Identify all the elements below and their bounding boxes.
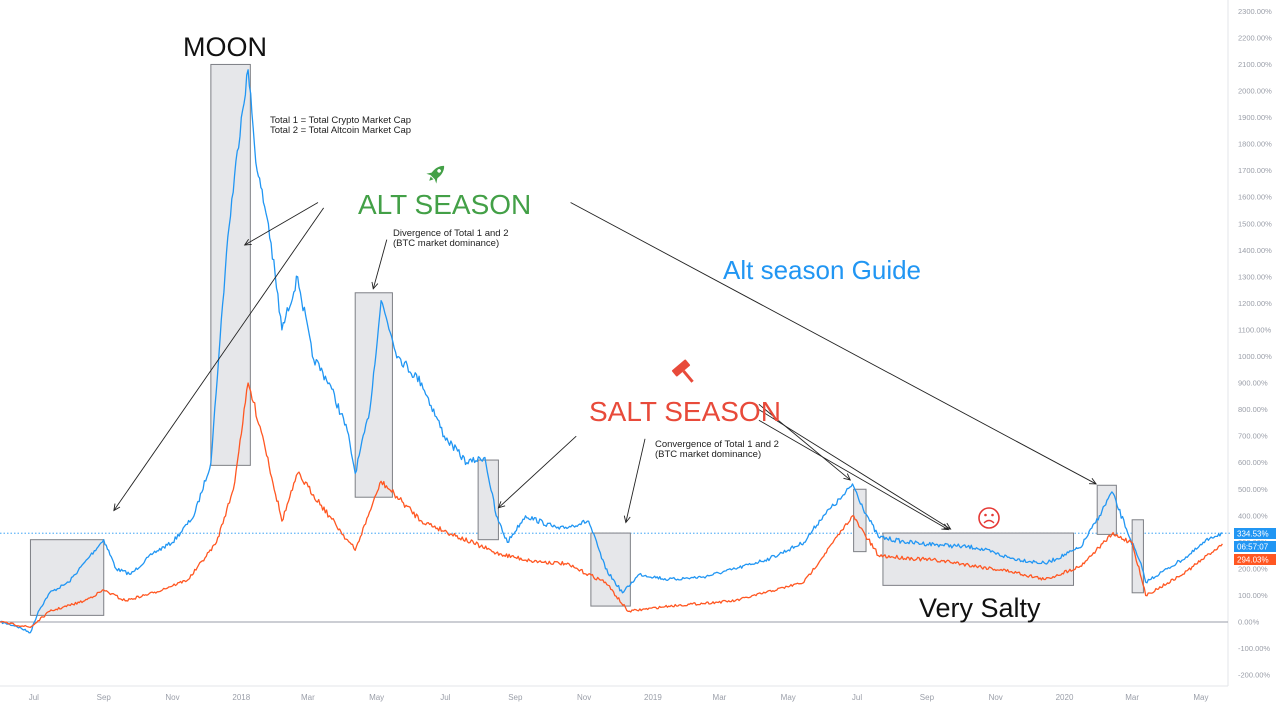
annotation-arrow-2 <box>371 239 388 290</box>
highlight-box-7 <box>1096 484 1117 535</box>
y-tick-label: 2000.00% <box>1238 87 1272 96</box>
highlight-box-2 <box>354 292 393 498</box>
annotation-arrow-5 <box>623 438 646 524</box>
total-1-series-line <box>0 69 1223 634</box>
alt-season-label: ALT SEASON <box>358 189 531 220</box>
annotation-arrow-6 <box>758 403 852 481</box>
y-tick-label: 1300.00% <box>1238 272 1272 281</box>
y-tick-label: 1400.00% <box>1238 246 1272 255</box>
total-2-series-line <box>0 382 1223 628</box>
annotation-arrows <box>113 202 1097 531</box>
y-tick-label: 1800.00% <box>1238 140 1272 149</box>
x-tick-label: Nov <box>165 693 179 702</box>
y-tick-label: 800.00% <box>1238 405 1268 414</box>
annotation-arrow-3 <box>570 202 1097 485</box>
x-tick-label: 2019 <box>644 693 662 702</box>
y-tick-label: 1900.00% <box>1238 113 1272 122</box>
blue-value-badge-text: 334.53% <box>1237 530 1269 539</box>
y-tick-label: 0.00% <box>1238 618 1260 627</box>
series-layer <box>0 69 1223 634</box>
x-tick-label: May <box>781 693 796 702</box>
price-axis-background <box>1228 0 1280 710</box>
x-tick-label: Jul <box>440 693 450 702</box>
y-tick-label: 200.00% <box>1238 564 1268 573</box>
highlight-box-0 <box>29 539 105 616</box>
x-tick-label: 2020 <box>1056 693 1074 702</box>
highlight-boxes <box>29 63 1144 616</box>
highlight-box-5 <box>853 488 867 553</box>
y-tick-label: 900.00% <box>1238 379 1268 388</box>
y-tick-label: 700.00% <box>1238 432 1268 441</box>
x-tick-label: Nov <box>577 693 591 702</box>
x-tick-label: May <box>1193 693 1208 702</box>
highlight-box-3 <box>477 459 499 541</box>
y-tick-label: 1600.00% <box>1238 193 1272 202</box>
highlight-box-1 <box>210 63 251 466</box>
definition-total2: Total 2 = Total Altcoin Market Cap <box>270 125 411 136</box>
y-tick-label: 1100.00% <box>1238 325 1272 334</box>
orange-value-badge-text: 294.03% <box>1237 556 1269 565</box>
orange-value-badge <box>1234 554 1276 565</box>
blue-value-badge <box>1234 528 1276 539</box>
gavel-icon <box>671 359 694 383</box>
y-tick-label: 2100.00% <box>1238 60 1272 69</box>
sad-face-icon <box>978 507 1000 529</box>
x-tick-label: May <box>369 693 384 702</box>
salt-season-note-1: Convergence of Total 1 and 2 <box>655 439 779 450</box>
salt-season-note-2: (BTC market dominance) <box>655 449 761 460</box>
moon-label: MOON <box>183 32 267 62</box>
countdown-badge-text: 06:57:07 <box>1237 543 1269 552</box>
annotation-arrow-1 <box>243 202 319 246</box>
countdown-badge <box>1234 541 1276 552</box>
chart-title: Alt season Guide <box>723 255 921 285</box>
y-tick-label: 500.00% <box>1238 485 1268 494</box>
alt-season-note-1: Divergence of Total 1 and 2 <box>393 228 508 239</box>
very-salty-label: Very Salty <box>919 593 1041 623</box>
y-tick-label: 100.00% <box>1238 591 1268 600</box>
x-tick-label: Mar <box>301 693 315 702</box>
x-tick-label: Jul <box>29 693 39 702</box>
salt-season-label: SALT SEASON <box>589 396 781 427</box>
y-tick-label: 600.00% <box>1238 458 1268 467</box>
definition-total1: Total 1 = Total Crypto Market Cap <box>270 115 411 126</box>
annotation-arrow-4 <box>497 435 577 509</box>
y-tick-label: 2300.00% <box>1238 7 1272 16</box>
rocket-icon <box>426 165 445 184</box>
alt-season-note-2: (BTC market dominance) <box>393 238 499 249</box>
current-value-badges: 334.53% 06:57:07 294.03% <box>1234 528 1276 565</box>
x-tick-label: Sep <box>508 693 523 702</box>
y-tick-label: 1200.00% <box>1238 299 1272 308</box>
x-tick-label: Sep <box>97 693 112 702</box>
x-tick-label: Mar <box>1125 693 1139 702</box>
y-tick-label: 1000.00% <box>1238 352 1272 361</box>
y-tick-label: 1700.00% <box>1238 166 1272 175</box>
y-tick-label: 2200.00% <box>1238 33 1272 42</box>
x-tick-label: Jul <box>852 693 862 702</box>
x-tick-label: Mar <box>713 693 727 702</box>
annotation-arrow-0 <box>113 207 325 512</box>
y-tick-label: 1500.00% <box>1238 219 1272 228</box>
x-tick-label: 2018 <box>232 693 250 702</box>
x-tick-label: Sep <box>920 693 935 702</box>
time-axis: Jul Sep Nov 2018 Mar May Jul Sep Nov 2019 Mar May Ju… <box>29 693 1209 702</box>
y-tick-label: -100.00% <box>1238 644 1270 653</box>
x-tick-label: Nov <box>989 693 1003 702</box>
y-tick-label: 400.00% <box>1238 511 1268 520</box>
y-tick-label: -200.00% <box>1238 671 1270 680</box>
annotation-arrow-8 <box>758 409 952 530</box>
price-axis: -200.00%-100.00%0.00%100.00%200.00%300.0… <box>1238 7 1272 680</box>
